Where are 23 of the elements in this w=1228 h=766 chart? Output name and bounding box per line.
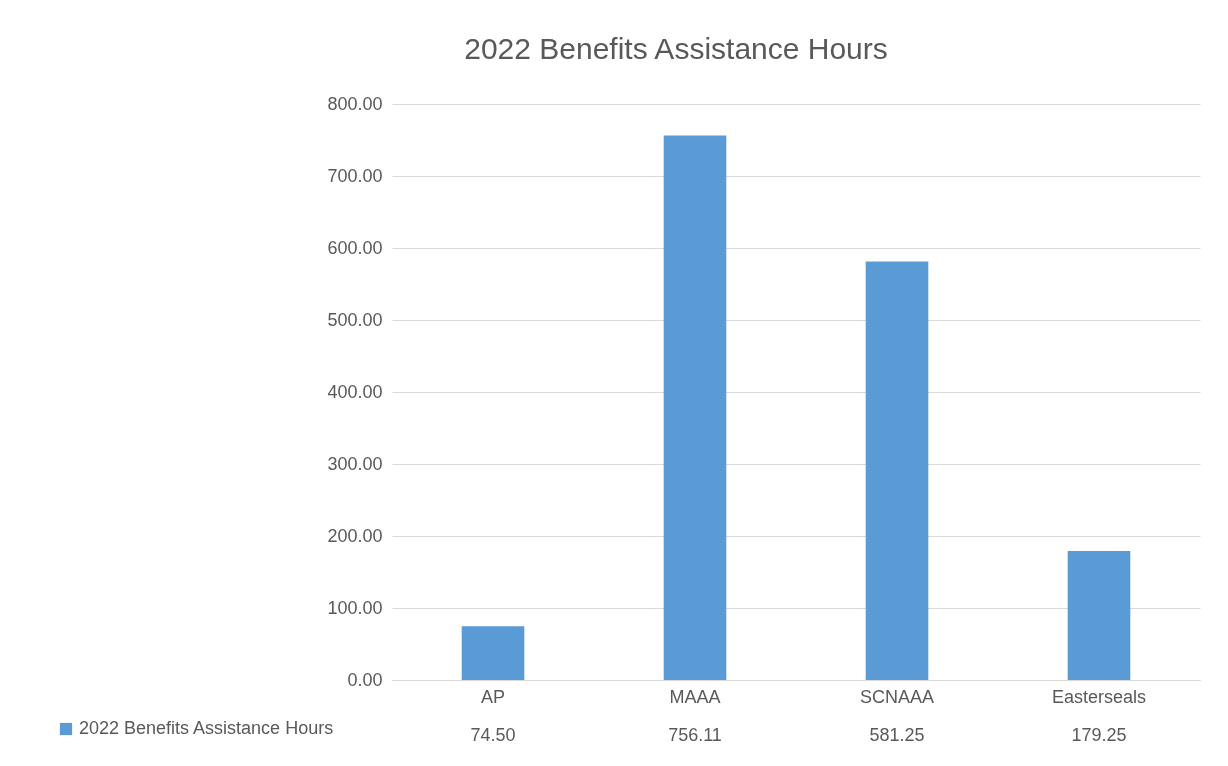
chart-title: 2022 Benefits Assistance Hours [464, 32, 888, 65]
bar [663, 135, 727, 680]
bar [461, 626, 525, 680]
y-tick-label: 400.00 [327, 381, 383, 402]
y-tick-label: 300.00 [327, 453, 383, 474]
y-tick-label: 800.00 [327, 93, 383, 114]
data-label: 74.50 [470, 725, 516, 745]
y-tick-label: 0.00 [347, 669, 383, 690]
y-tick-label: 700.00 [327, 165, 383, 186]
bar [865, 261, 929, 680]
legend-label: 2022 Benefits Assistance Hours [79, 718, 334, 738]
x-tick-label: SCNAAA [859, 686, 935, 707]
data-label: 179.25 [1071, 725, 1127, 745]
x-tick-label: Easterseals [1051, 686, 1147, 707]
y-tick-label: 100.00 [327, 597, 383, 618]
x-tick-label: MAAA [669, 686, 721, 707]
x-tick-label: AP [480, 686, 506, 707]
data-label: 756.11 [668, 725, 722, 745]
data-label: 581.25 [869, 725, 925, 745]
y-tick-label: 500.00 [327, 309, 383, 330]
bar [1067, 550, 1131, 680]
y-tick-label: 200.00 [327, 525, 383, 546]
y-tick-label: 600.00 [327, 237, 383, 258]
